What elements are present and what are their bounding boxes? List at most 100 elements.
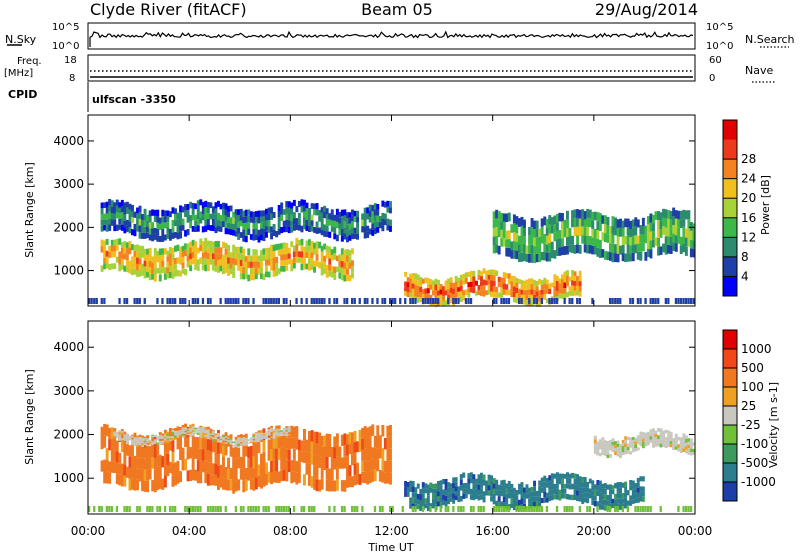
echo-cell xyxy=(282,226,286,233)
echo-cell xyxy=(641,432,645,436)
echo-cell xyxy=(596,238,600,248)
ground-scatter-cell xyxy=(206,506,210,512)
echo-cell xyxy=(469,270,473,277)
echo-cell xyxy=(598,442,602,447)
echo-cell xyxy=(290,226,294,233)
echo-cell xyxy=(573,285,577,291)
echo-cell xyxy=(330,249,334,255)
echo-cell xyxy=(171,463,175,476)
echo-cell xyxy=(538,279,542,285)
echo-cell xyxy=(323,212,327,219)
echo-cell xyxy=(120,264,124,270)
ground-scatter-cell xyxy=(237,298,240,304)
echo-cell xyxy=(179,218,183,226)
echo-cell xyxy=(389,448,392,461)
echo-cell xyxy=(606,251,610,261)
echo-cell xyxy=(148,439,152,442)
colorbar-tick-label: -1000 xyxy=(741,475,776,489)
colorbar-swatch xyxy=(723,406,737,426)
echo-cell xyxy=(232,244,236,252)
echo-cell xyxy=(596,485,600,491)
echo-cell xyxy=(669,441,673,445)
echo-cell xyxy=(333,447,337,459)
echo-cell xyxy=(576,209,580,218)
echo-cell xyxy=(153,480,157,493)
time-tick-label: 08:00 xyxy=(273,524,308,538)
echo-cell xyxy=(282,435,286,447)
echo-cell xyxy=(469,477,473,484)
echo-cell xyxy=(500,292,504,298)
echo-cell xyxy=(419,489,423,495)
ground-scatter-cell xyxy=(576,298,579,304)
echo-cell xyxy=(110,200,114,207)
echo-cell xyxy=(593,435,597,440)
echo-cell xyxy=(330,447,334,459)
ground-scatter-cell xyxy=(292,506,296,512)
echo-cell xyxy=(267,247,271,254)
echo-cell xyxy=(146,226,150,233)
echo-cell xyxy=(260,222,263,229)
echo-cell xyxy=(543,216,547,226)
echo-cell xyxy=(320,446,324,458)
echo-cell xyxy=(280,458,284,470)
echo-cell xyxy=(166,436,170,438)
echo-cell xyxy=(181,268,185,274)
echo-cell xyxy=(535,228,539,238)
echo-cell xyxy=(227,468,231,480)
ground-scatter-cell xyxy=(626,506,629,512)
echo-cell xyxy=(495,227,499,236)
echo-cell xyxy=(530,501,534,507)
echo-cell xyxy=(561,493,564,499)
echo-cell xyxy=(196,212,200,220)
echo-cell xyxy=(260,267,263,274)
echo-cell xyxy=(270,436,274,439)
echo-cell xyxy=(131,244,134,251)
echo-cell xyxy=(143,439,147,441)
echo-cell xyxy=(287,207,291,214)
echo-cell xyxy=(194,258,198,265)
echo-cell xyxy=(657,228,661,238)
echo-cell xyxy=(171,260,175,267)
echo-cell xyxy=(634,441,638,445)
echo-cell xyxy=(444,479,448,485)
echo-cell xyxy=(614,244,618,254)
echo-cell xyxy=(257,475,261,487)
ground-scatter-cell xyxy=(95,298,98,304)
echo-cell xyxy=(363,426,367,438)
echo-cell xyxy=(482,474,486,481)
echo-cell xyxy=(115,434,119,436)
echo-cell xyxy=(128,479,132,491)
echo-cell xyxy=(518,483,521,490)
echo-cell xyxy=(108,245,112,252)
echo-cell xyxy=(267,226,271,233)
echo-cell xyxy=(588,209,592,219)
echo-cell xyxy=(363,471,367,484)
echo-cell xyxy=(320,263,324,270)
echo-cell xyxy=(174,232,177,238)
echo-cell xyxy=(143,442,147,444)
echo-cell xyxy=(320,269,324,276)
echo-cell xyxy=(186,210,190,217)
echo-cell xyxy=(232,447,236,460)
echo-cell xyxy=(566,477,569,483)
echo-cell xyxy=(523,227,526,237)
echo-cell xyxy=(161,216,165,223)
echo-cell xyxy=(669,431,673,435)
echo-cell xyxy=(303,246,306,253)
echo-cell xyxy=(566,245,569,255)
echo-cell xyxy=(583,219,587,228)
echo-cell xyxy=(578,218,582,228)
echo-cell xyxy=(285,219,289,226)
echo-cell xyxy=(234,469,238,481)
echo-cell xyxy=(533,480,537,486)
echo-cell xyxy=(411,497,415,504)
echo-cell xyxy=(232,264,236,272)
echo-cell xyxy=(598,452,602,457)
echo-cell xyxy=(191,203,195,209)
echo-cell xyxy=(105,213,109,220)
echo-cell xyxy=(242,229,246,236)
echo-cell xyxy=(282,429,286,431)
echo-cell xyxy=(505,272,509,279)
echo-cell xyxy=(186,431,190,433)
echo-cell xyxy=(659,246,663,255)
